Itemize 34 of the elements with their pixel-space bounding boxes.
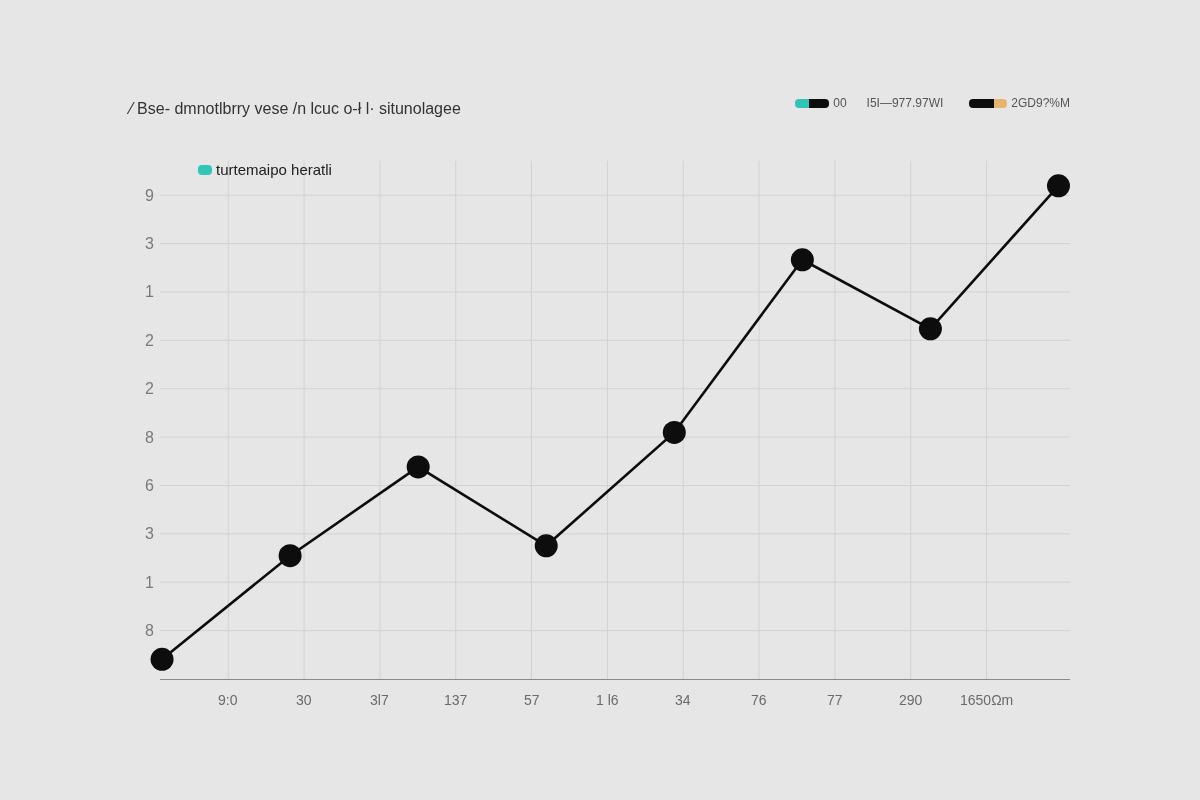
text: 34 xyxy=(675,692,691,708)
text: 77 xyxy=(827,692,843,708)
text: 9 xyxy=(145,187,154,204)
text: 290 xyxy=(899,692,923,708)
text: 1650Ωm xyxy=(960,692,1014,708)
point xyxy=(278,544,302,568)
point xyxy=(1046,174,1070,198)
point xyxy=(406,455,430,479)
point xyxy=(918,317,942,341)
text: 3l7 xyxy=(370,692,389,708)
text: 2GD9?%M xyxy=(1011,96,1070,110)
point xyxy=(534,534,558,558)
text: 3 xyxy=(145,525,154,542)
text: 00 xyxy=(833,96,847,110)
text: 8 xyxy=(145,429,154,446)
point xyxy=(662,420,686,444)
point xyxy=(150,647,174,671)
text: 57 xyxy=(524,692,540,708)
text: 3 xyxy=(145,235,154,252)
text: 1 xyxy=(145,283,154,300)
text: turtemaipo heratli xyxy=(216,161,332,178)
chart-title: ⁄ Bse- dmnotlbrry vese /n lcuc o-ł l· situnolagee xyxy=(126,99,461,117)
text: 1 xyxy=(145,574,154,591)
text: 1 l6 xyxy=(596,692,619,708)
text: 137 xyxy=(444,692,468,708)
text: I5I—977.97WI xyxy=(866,96,944,110)
text: 2 xyxy=(145,332,154,349)
text: 30 xyxy=(296,692,312,708)
text: 76 xyxy=(751,692,767,708)
text: 6 xyxy=(145,477,154,494)
text: 2 xyxy=(145,380,154,397)
text: 9:0 xyxy=(218,692,238,708)
text: 8 xyxy=(145,622,154,639)
point xyxy=(790,248,814,272)
